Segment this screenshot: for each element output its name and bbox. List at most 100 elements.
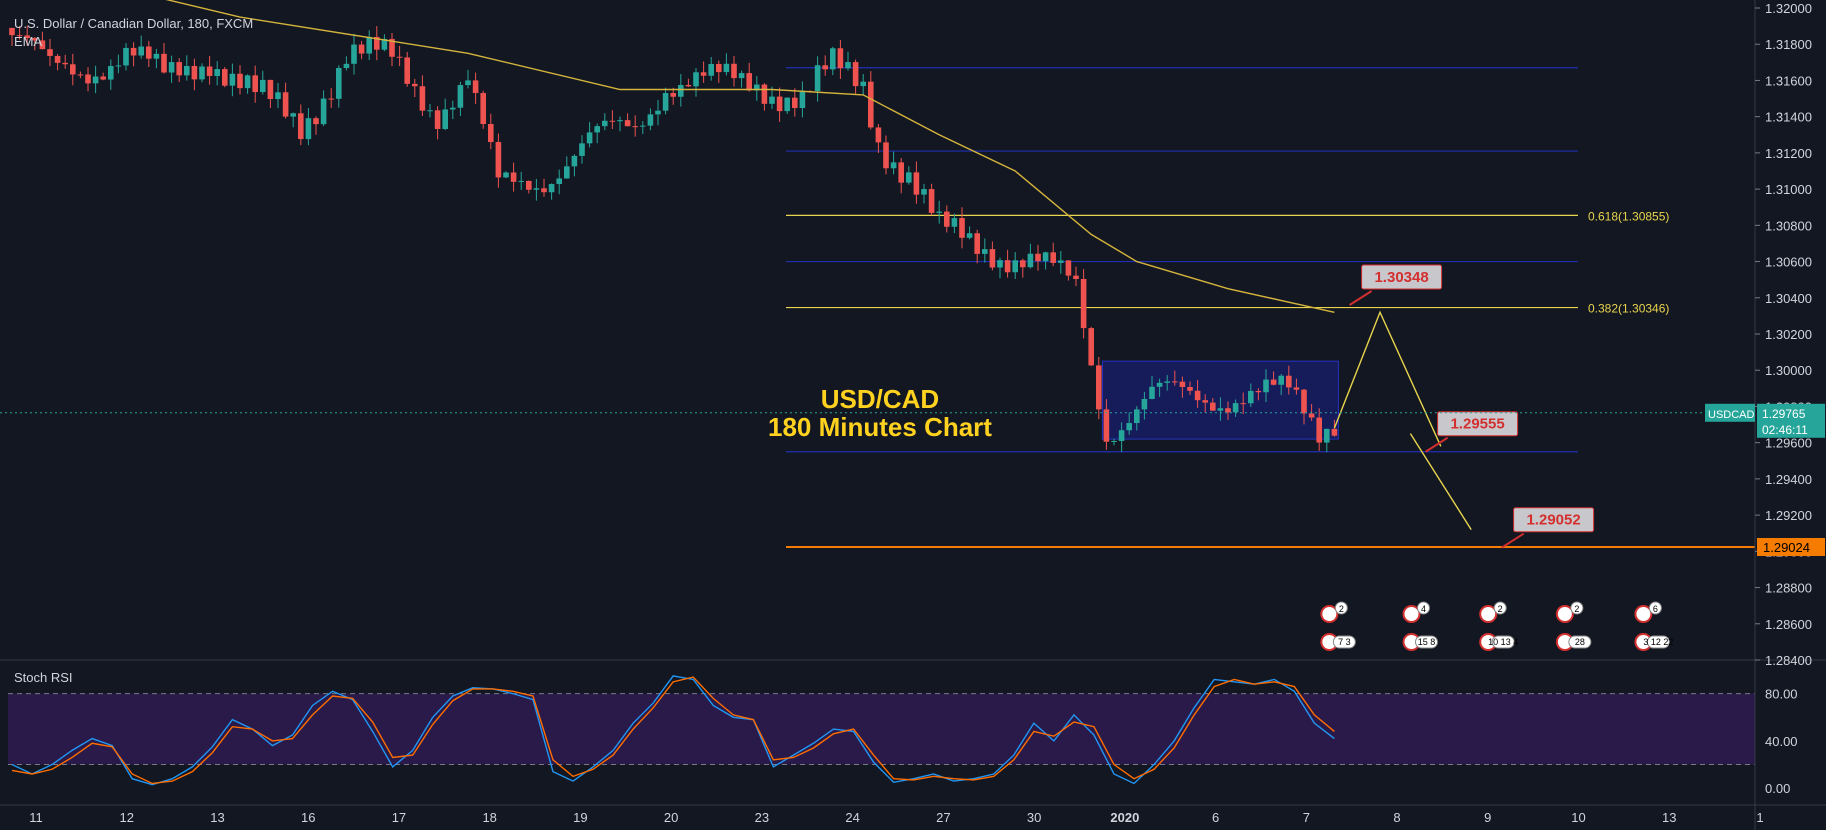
candle-body	[404, 57, 410, 84]
count-badge-icon	[1493, 601, 1507, 615]
candle-body	[260, 79, 266, 93]
candle-body	[252, 75, 258, 93]
candle-body	[662, 93, 669, 111]
candle-body	[1088, 328, 1094, 366]
candle-body	[1035, 253, 1041, 262]
fib-level-label: 0.618(1.30855)	[1588, 209, 1669, 223]
count-badge-icon	[1416, 601, 1430, 615]
candle-body	[708, 63, 714, 76]
candle-body	[738, 73, 745, 79]
flag-icon	[1320, 605, 1339, 623]
time-tick-label: 2020	[1110, 810, 1139, 825]
overlay-line-1: USD/CAD	[820, 384, 940, 414]
candle-body	[746, 73, 752, 91]
callout-pointer	[1349, 290, 1373, 306]
economic-event-marker: 2 10 13 4	[1479, 601, 1518, 651]
forecast-path-2	[1409, 433, 1472, 530]
stoch-tick-label: 80.00	[1765, 687, 1798, 702]
candle-body	[1149, 386, 1155, 399]
count-badge-icon	[1570, 601, 1584, 615]
flag-icon	[1555, 605, 1574, 623]
price-callout-label: 1.29052	[1526, 512, 1580, 529]
candle-body	[275, 92, 281, 100]
candle-body	[1202, 400, 1208, 403]
candle-body	[267, 79, 274, 100]
candle-body	[336, 68, 342, 99]
candle-body	[510, 172, 517, 182]
candle-body	[419, 86, 426, 111]
candle-body	[1240, 403, 1246, 405]
countdown-label: 02:46:11	[1762, 423, 1808, 437]
candle-body	[313, 118, 319, 125]
candle-body	[1172, 381, 1178, 383]
price-tick-label: 1.31200	[1765, 146, 1812, 161]
stoch-band	[8, 693, 1755, 765]
economic-event-marker: 6 3 12 22	[1634, 601, 1673, 651]
candle-body	[723, 63, 730, 73]
stoch-rsi-label[interactable]: Stoch RSI	[14, 670, 73, 685]
last-price-label: 1.29765	[1762, 407, 1806, 421]
callout-pointer	[1501, 532, 1525, 549]
symbol-title[interactable]: U.S. Dollar / Canadian Dollar, 180, FXCM	[14, 16, 254, 31]
candle-body	[678, 84, 684, 97]
indicator-label[interactable]: EMA	[14, 34, 43, 49]
candle-body	[989, 249, 996, 268]
candle-body	[1324, 428, 1330, 443]
candle-body	[1232, 403, 1239, 413]
time-tick-label: 6	[1212, 810, 1219, 825]
stoch-tick-label: 40.00	[1765, 734, 1798, 749]
candle-body	[1187, 386, 1193, 391]
candle-body	[24, 35, 30, 39]
price-tick-label: 1.31800	[1765, 37, 1812, 52]
candle-body	[1027, 253, 1034, 268]
candle-body	[700, 72, 707, 76]
candle-body	[442, 109, 448, 129]
candle-body	[518, 180, 524, 182]
candle-body	[624, 120, 631, 127]
candle-body	[184, 65, 190, 76]
candle-body	[1118, 430, 1125, 442]
candle-body	[1080, 279, 1087, 329]
candle-body	[1164, 381, 1170, 383]
candle-body	[320, 98, 327, 125]
count-badge-icon	[1568, 635, 1592, 649]
candle-body	[632, 126, 638, 128]
candle-body	[640, 125, 646, 127]
candle-body	[1103, 409, 1110, 442]
candle-body	[1286, 375, 1292, 388]
forecast-path	[1333, 310, 1442, 447]
candle-body	[997, 260, 1003, 268]
candle-body	[579, 143, 585, 156]
event-count-bottom: 10 13 4	[1488, 637, 1518, 647]
time-tick-label: 19	[573, 810, 587, 825]
time-tick-label: 9	[1484, 810, 1491, 825]
candle-body	[1126, 423, 1132, 431]
candle-body	[814, 65, 821, 92]
candle-body	[62, 62, 68, 65]
candle-body	[830, 48, 836, 70]
price-tick-label: 1.30000	[1765, 363, 1812, 378]
candle-body	[1248, 390, 1254, 404]
price-tick-label: 1.31400	[1765, 110, 1812, 125]
candle-body	[974, 233, 980, 254]
candle-body	[1255, 390, 1262, 393]
candle-body	[138, 46, 144, 56]
price-tick-label: 1.30200	[1765, 327, 1812, 342]
candle-body	[670, 93, 676, 97]
candle-body	[39, 40, 46, 50]
candle-body	[533, 188, 540, 190]
flag-icon	[1479, 605, 1498, 623]
candle-body	[647, 114, 654, 126]
candle-body	[328, 98, 334, 100]
count-badge-icon	[1491, 635, 1515, 649]
event-count-bottom: 3 12 22	[1643, 637, 1673, 647]
symbol-tag	[1705, 403, 1755, 422]
event-count-top: 2	[1574, 604, 1579, 614]
price-tick-label: 1.28600	[1765, 617, 1812, 632]
candle-body	[617, 120, 623, 122]
time-tick-label: 7	[1303, 810, 1310, 825]
candle-body	[206, 66, 213, 76]
price-tick-label: 1.28400	[1765, 653, 1812, 668]
